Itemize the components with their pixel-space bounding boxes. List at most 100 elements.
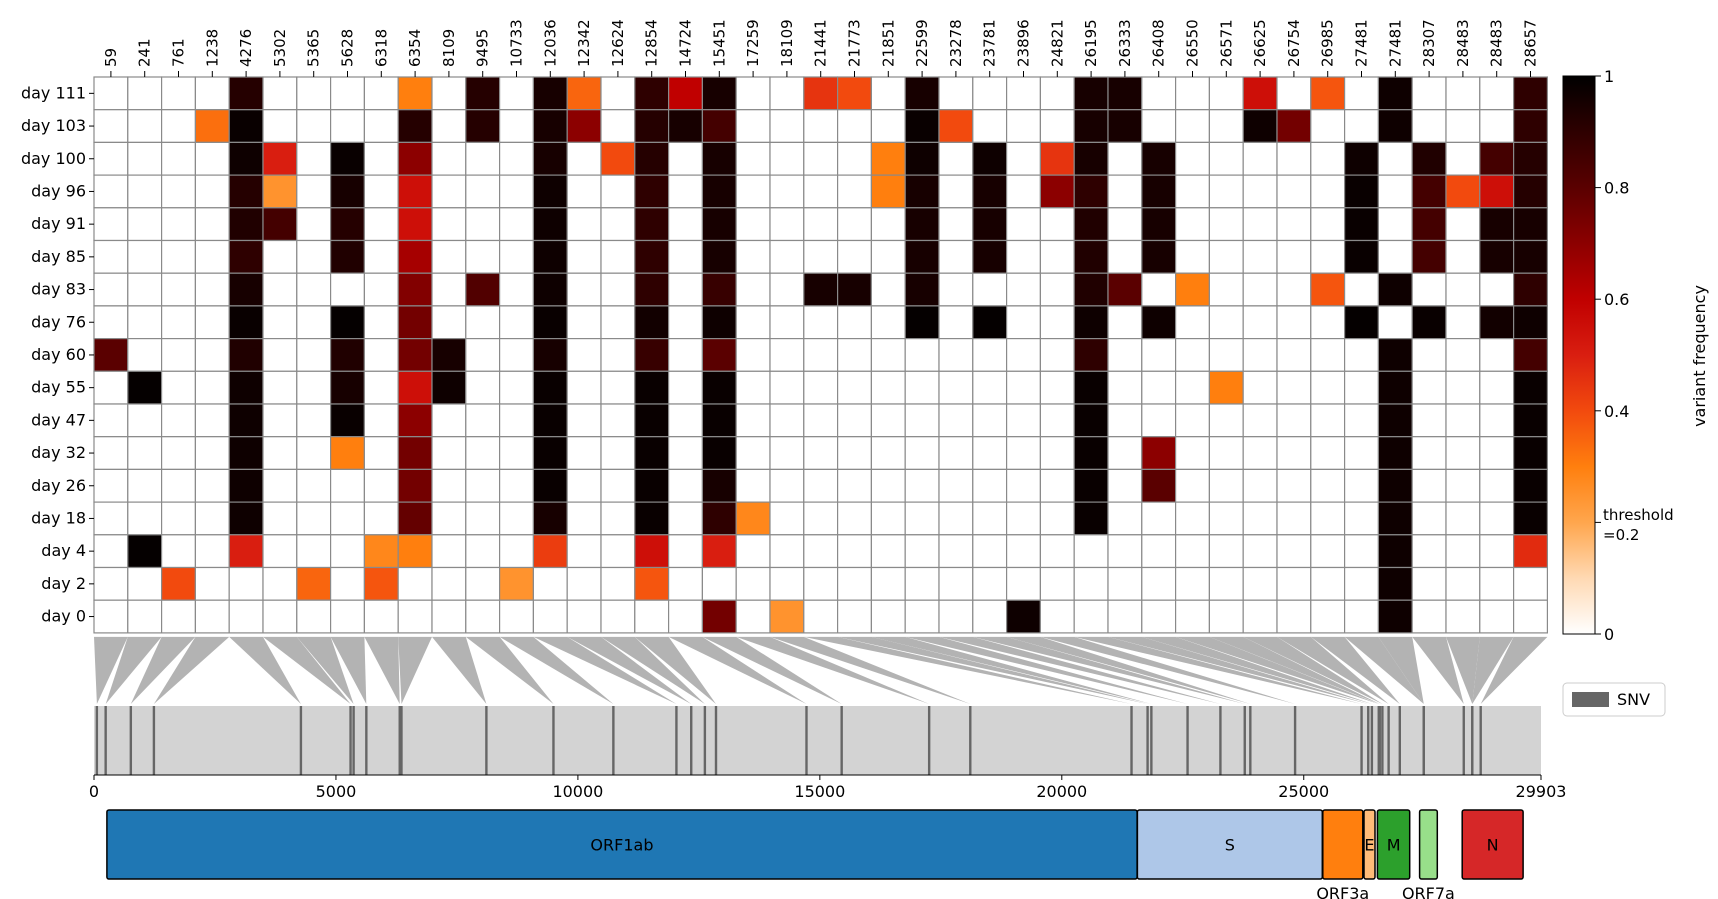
heatmap-cell-empty — [1005, 109, 1041, 143]
heatmap-cell-empty — [330, 566, 366, 601]
heatmap-cell-variant — [397, 174, 433, 209]
heatmap-cell-variant — [566, 109, 602, 143]
heatmap-cell-empty — [532, 566, 568, 601]
day-label: day 32 — [31, 443, 86, 462]
heatmap-cell-empty — [1445, 207, 1481, 242]
heatmap-cell-variant — [634, 370, 670, 405]
heatmap-cell-empty — [1005, 370, 1041, 405]
heatmap-cell-empty — [1107, 403, 1143, 438]
heatmap-cell-empty — [1005, 468, 1041, 503]
heatmap-cell-empty — [938, 338, 974, 372]
heatmap-cell-empty — [1512, 566, 1548, 601]
heatmap-cell-variant — [1377, 272, 1413, 307]
heatmap-cell-variant — [1073, 501, 1109, 536]
heatmap-cell-empty — [1276, 468, 1312, 503]
snv-connector — [1378, 636, 1424, 704]
heatmap-cell-empty — [296, 338, 332, 372]
heatmap-cell-empty — [600, 403, 636, 438]
heatmap-cell-variant — [904, 141, 940, 176]
heatmap-cell-variant — [634, 305, 670, 340]
heatmap-cell-empty — [938, 566, 974, 601]
heatmap-cell-empty — [870, 272, 906, 307]
heatmap-cell-empty — [1479, 566, 1515, 601]
heatmap-cell-empty — [1276, 534, 1312, 569]
heatmap-cell-empty — [938, 436, 974, 471]
heatmap-cell-variant — [1073, 174, 1109, 209]
heatmap-cell-empty — [330, 599, 366, 634]
heatmap-cell-variant — [397, 272, 433, 307]
heatmap-cell-empty — [904, 566, 940, 601]
heatmap-cell-empty — [93, 436, 129, 471]
heatmap-cell-empty — [1479, 436, 1515, 471]
day-label: day 91 — [31, 214, 86, 233]
snv-connector — [939, 636, 1221, 704]
heatmap-cell-empty — [1276, 76, 1312, 111]
heatmap-cell-empty — [1310, 468, 1346, 503]
heatmap-cell-variant — [1512, 501, 1548, 536]
heatmap-cell-empty — [296, 599, 332, 634]
heatmap-cell-empty — [1141, 403, 1177, 438]
heatmap-cell-empty — [93, 534, 129, 569]
heatmap-cell-empty — [870, 109, 906, 143]
heatmap-cell-empty — [431, 403, 467, 438]
heatmap-cell-empty — [363, 239, 399, 274]
heatmap-cell-variant — [1411, 239, 1447, 274]
heatmap-cell-variant — [904, 272, 940, 307]
heatmap-cell-empty — [972, 370, 1008, 405]
heatmap-cell-variant — [1073, 239, 1109, 274]
heatmap-cell-variant — [1479, 239, 1515, 274]
heatmap-cell-empty — [769, 174, 805, 209]
heatmap-cell-variant — [1141, 436, 1177, 471]
heatmap-cell-empty — [600, 468, 636, 503]
position-label: 26625 — [1251, 19, 1269, 67]
colorbar-gradient — [1562, 75, 1596, 635]
heatmap-cell-empty — [1107, 338, 1143, 372]
heatmap-cell-empty — [161, 370, 197, 405]
colorbar-tick-label: 0.8 — [1604, 179, 1629, 198]
heatmap-cell-empty — [1310, 305, 1346, 340]
heatmap-cell-empty — [161, 534, 197, 569]
heatmap-cell-empty — [870, 370, 906, 405]
position-label: 21773 — [846, 19, 864, 67]
heatmap-cell-empty — [769, 403, 805, 438]
heatmap-cell-variant — [228, 76, 264, 111]
heatmap-cell-variant — [228, 501, 264, 536]
heatmap-cell-empty — [1039, 599, 1075, 634]
heatmap-cell-empty — [836, 468, 872, 503]
heatmap-cell-empty — [431, 305, 467, 340]
day-label: day 100 — [21, 149, 86, 168]
heatmap-cell-empty — [1073, 599, 1109, 634]
heatmap-cell-empty — [1039, 534, 1075, 569]
heatmap-cell-variant — [1512, 109, 1548, 143]
heatmap-cell-empty — [1445, 141, 1481, 176]
heatmap-cell-variant — [634, 239, 670, 274]
heatmap-cell-variant — [262, 141, 298, 176]
heatmap-cell-empty — [397, 566, 433, 601]
heatmap-cell-variant — [1242, 109, 1278, 143]
gene-block — [1461, 809, 1524, 880]
snv-connector — [1472, 636, 1514, 704]
heatmap-cell-empty — [870, 468, 906, 503]
heatmap-cell-empty — [1479, 76, 1515, 111]
heatmap-cell-empty — [296, 501, 332, 536]
heatmap-cell-variant — [161, 566, 197, 601]
heatmap-cell-empty — [1208, 468, 1244, 503]
heatmap-cell-empty — [1242, 174, 1278, 209]
heatmap-cell-empty — [330, 76, 366, 111]
day-label: day 26 — [31, 476, 86, 495]
snv-connector — [601, 636, 705, 704]
heatmap-cell-empty — [363, 338, 399, 372]
heatmap-cell-empty — [1005, 305, 1041, 340]
heatmap-cell-empty — [431, 599, 467, 634]
heatmap-cell-empty — [1208, 174, 1244, 209]
heatmap-cell-variant — [431, 370, 467, 405]
heatmap-cell-variant — [972, 174, 1008, 209]
heatmap-cell-empty — [1343, 403, 1379, 438]
snv-connector — [296, 636, 354, 704]
heatmap-cell-empty — [465, 207, 501, 242]
heatmap-cell-empty — [1445, 76, 1481, 111]
heatmap-cell-empty — [1377, 207, 1413, 242]
heatmap-cell-empty — [431, 76, 467, 111]
colorbar: 0 0.4 0.6 0.8 1 threshold =0.2 variant frequ… — [1562, 67, 1709, 644]
